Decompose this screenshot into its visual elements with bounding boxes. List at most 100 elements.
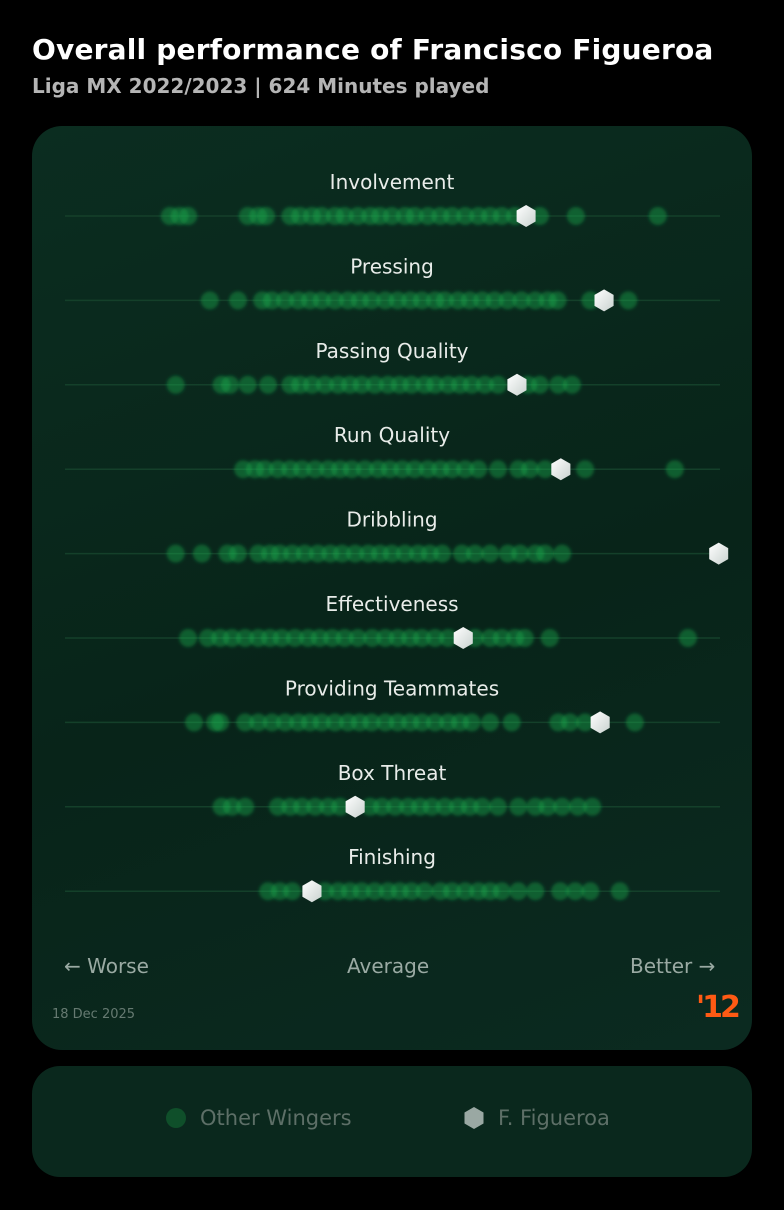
other-winger-dot bbox=[412, 713, 431, 732]
other-winger-dot bbox=[456, 207, 475, 225]
other-winger-dot bbox=[262, 713, 281, 732]
other-winger-dot bbox=[262, 291, 281, 310]
other-winger-dot bbox=[521, 460, 540, 479]
other-winger-dot bbox=[502, 713, 521, 732]
other-winger-dot bbox=[412, 291, 431, 310]
other-winger-dot bbox=[259, 375, 278, 394]
other-winger-dot bbox=[536, 460, 555, 479]
metric-label: Box Threat bbox=[338, 761, 447, 785]
legend-item-others: Other Wingers bbox=[166, 1106, 352, 1130]
metric-label: Dribbling bbox=[346, 508, 437, 532]
other-winger-dot bbox=[236, 629, 255, 647]
other-winger-dot bbox=[665, 460, 684, 479]
other-winger-dot bbox=[325, 713, 344, 732]
other-winger-dot bbox=[333, 544, 352, 563]
other-winger-dot bbox=[551, 882, 570, 901]
other-winger-dot bbox=[293, 460, 312, 479]
other-winger-dot bbox=[678, 629, 697, 647]
other-winger-dot bbox=[492, 882, 511, 901]
other-winger-dot bbox=[581, 882, 600, 901]
other-winger-dot bbox=[223, 797, 242, 816]
other-winger-dot bbox=[475, 375, 494, 394]
other-winger-dot bbox=[439, 629, 458, 647]
player-hexagon-marker bbox=[594, 289, 614, 312]
other-winger-dot bbox=[276, 713, 295, 732]
other-winger-dot bbox=[462, 713, 481, 732]
other-winger-dot bbox=[365, 375, 384, 394]
other-winger-dot bbox=[460, 797, 479, 816]
metric-label: Effectiveness bbox=[325, 592, 458, 616]
metric-row: Finishing bbox=[65, 845, 720, 903]
other-winger-dot bbox=[179, 629, 198, 647]
other-winger-dot bbox=[473, 797, 492, 816]
other-winger-dot bbox=[418, 207, 437, 225]
other-winger-dot bbox=[395, 544, 414, 563]
metric-label: Pressing bbox=[350, 254, 434, 278]
player-hexagon-marker bbox=[516, 205, 536, 227]
other-winger-dot bbox=[576, 713, 595, 732]
other-winger-dot bbox=[270, 544, 289, 563]
other-winger-dot bbox=[223, 629, 242, 647]
other-winger-dot bbox=[393, 460, 412, 479]
other-winger-dot bbox=[382, 544, 401, 563]
other-winger-dot bbox=[335, 629, 354, 647]
other-winger-dot bbox=[610, 882, 629, 901]
other-winger-dot bbox=[492, 207, 511, 225]
other-winger-dot bbox=[511, 544, 530, 563]
other-winger-dot bbox=[443, 207, 462, 225]
other-winger-dot bbox=[460, 291, 479, 310]
other-winger-dot bbox=[272, 629, 291, 647]
other-winger-dot bbox=[526, 882, 545, 901]
other-winger-dot bbox=[355, 460, 374, 479]
other-winger-dot bbox=[405, 460, 424, 479]
other-winger-dot bbox=[433, 544, 452, 563]
metric-label: Providing Teammates bbox=[285, 676, 499, 700]
other-winger-dot bbox=[198, 629, 217, 647]
other-winger-dot bbox=[373, 797, 392, 816]
player-hexagon-marker bbox=[453, 627, 473, 649]
player-hexagon-marker bbox=[709, 542, 729, 565]
other-winger-dot bbox=[492, 629, 511, 647]
other-winger-dot bbox=[268, 797, 287, 816]
other-winger-dot bbox=[255, 460, 274, 479]
legend-player-label: F. Figueroa bbox=[498, 1106, 610, 1130]
other-winger-dot bbox=[362, 291, 381, 310]
metric-row: Run Quality bbox=[65, 423, 720, 481]
legend-others-label: Other Wingers bbox=[200, 1106, 352, 1130]
other-winger-dot bbox=[402, 375, 421, 394]
other-winger-dot bbox=[308, 544, 327, 563]
other-winger-dot bbox=[443, 460, 462, 479]
other-winger-dot bbox=[346, 544, 365, 563]
other-winger-dot bbox=[619, 291, 638, 310]
other-winger-dot bbox=[302, 375, 321, 394]
other-winger-dot bbox=[509, 882, 528, 901]
axis-worse-label: ← Worse bbox=[64, 954, 149, 978]
other-winger-dot bbox=[295, 544, 314, 563]
other-winger-dot bbox=[365, 882, 384, 901]
metric-row: Box Threat bbox=[65, 761, 720, 818]
player-hexagon-marker bbox=[551, 458, 571, 481]
other-winger-dot bbox=[488, 375, 507, 394]
other-winger-dot bbox=[293, 797, 312, 816]
other-winger-dot bbox=[331, 797, 350, 816]
other-winger-dot bbox=[270, 882, 289, 901]
other-winger-dot bbox=[236, 797, 255, 816]
other-winger-dot bbox=[488, 460, 507, 479]
other-winger-dot bbox=[348, 629, 367, 647]
date-label: 18 Dec 2025 bbox=[52, 1007, 136, 1022]
metric-row: Passing Quality bbox=[65, 339, 720, 396]
other-winger-dot bbox=[221, 375, 240, 394]
other-winger-dot bbox=[583, 797, 602, 816]
other-winger-dot bbox=[530, 375, 549, 394]
other-winger-dot bbox=[526, 291, 545, 310]
other-winger-dot bbox=[306, 797, 325, 816]
other-winger-dot bbox=[498, 291, 517, 310]
metric-row: Effectiveness bbox=[65, 592, 720, 649]
metric-row: Pressing bbox=[65, 254, 720, 312]
other-winger-dot bbox=[276, 291, 295, 310]
metric-label: Passing Quality bbox=[315, 339, 468, 363]
other-winger-dot bbox=[488, 797, 507, 816]
other-winger-dot bbox=[363, 629, 382, 647]
legend-item-player: F. Figueroa bbox=[464, 1106, 610, 1130]
other-winger-dot bbox=[512, 291, 531, 310]
